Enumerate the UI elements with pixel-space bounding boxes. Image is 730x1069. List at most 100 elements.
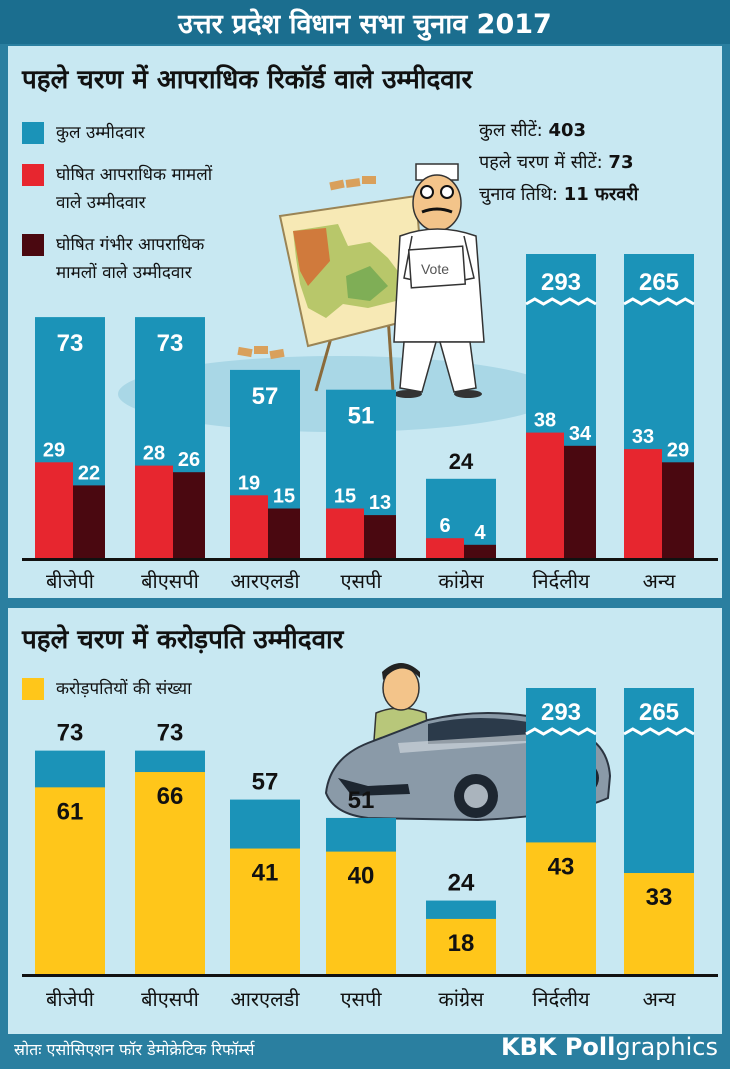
category-label-1: बीएसपी <box>141 570 200 593</box>
label-total2-5: 293 <box>541 699 581 726</box>
label-total2-2: 57 <box>252 769 279 796</box>
label-criminal-6: 33 <box>632 426 654 448</box>
label-total-0: 73 <box>57 330 84 357</box>
label-total-6: 265 <box>639 269 679 296</box>
bar-criminal-2 <box>230 495 268 558</box>
bar-serious-1 <box>173 472 205 558</box>
bar-crorepati-0 <box>35 787 105 974</box>
label-crorepati-5: 43 <box>548 853 575 880</box>
axis-break-5 <box>525 297 597 306</box>
bar-crorepati-2 <box>230 848 300 974</box>
label-crorepati-1: 66 <box>157 783 184 810</box>
axis-break2-6 <box>623 727 695 736</box>
chart2-baseline <box>22 974 718 977</box>
criminal-panel-title: पहले चरण में आपराधिक रिकॉर्ड वाले उम्मीद… <box>22 65 473 95</box>
chart1-baseline <box>22 558 718 561</box>
axis-break-6 <box>623 297 695 306</box>
category-label-3: एसपी <box>340 570 382 593</box>
bar-serious-0 <box>73 485 105 558</box>
legend-label-criminal-2: वाले उम्मीदवार <box>56 193 146 213</box>
category-label-4: कांग्रेस <box>438 570 484 593</box>
label-crorepati-4: 18 <box>448 930 475 957</box>
ballot-text: Vote <box>421 261 449 277</box>
bar-crorepati-4 <box>426 918 496 974</box>
crorepati-panel-title: पहले चरण में करोड़पति उम्मीदवार <box>22 625 344 655</box>
title-band <box>0 0 730 44</box>
category-label2-3: एसपी <box>340 988 382 1011</box>
label-crorepati-6: 33 <box>646 884 673 911</box>
category-label-2: आरएलडी <box>230 570 300 593</box>
bar-criminal-6 <box>624 449 662 558</box>
legend-swatch-serious <box>22 234 44 256</box>
bar-serious-3 <box>364 515 396 558</box>
label-total-1: 73 <box>157 330 184 357</box>
label-crorepati-3: 40 <box>348 863 375 890</box>
label-criminal-2: 19 <box>238 472 260 494</box>
label-serious-1: 26 <box>178 449 200 471</box>
page-title: उत्तर प्रदेश विधान सभा चुनाव 2017 <box>178 9 552 40</box>
bar-criminal-0 <box>35 462 73 558</box>
bar-criminal-5 <box>526 432 564 558</box>
source-note: स्रोतः एसोसिएशन फॉर डेमोक्रेटिक रिफॉर्म्… <box>14 1040 255 1059</box>
category-label-0: बीजेपी <box>46 570 95 593</box>
legend-swatch-total <box>22 122 44 144</box>
crorepati-panel: पहले चरण में करोड़पति उम्मीदवार करोड़पति… <box>8 608 722 1034</box>
label-serious-3: 13 <box>369 492 391 514</box>
bar-serious-6 <box>662 462 694 558</box>
info-phase-seats: पहले चरण में सीटें: 73 <box>479 152 634 173</box>
bar-serious-2 <box>268 508 300 558</box>
criminal-bar-chart: 73 29 22 बीजेपी 73 28 26 बीएसपी 57 19 15 आरएलडी 51 15… <box>35 254 695 593</box>
label-serious-4: 4 <box>474 522 486 544</box>
label-serious-6: 29 <box>667 439 689 461</box>
label-total-3: 51 <box>348 403 375 430</box>
bar-crorepati-6 <box>624 873 694 974</box>
legend-label-crorepati: करोड़पतियों की संख्या <box>56 679 192 699</box>
label-total2-4: 24 <box>448 870 475 897</box>
label-total-5: 293 <box>541 269 581 296</box>
label-total2-0: 73 <box>57 720 84 747</box>
label-total-4: 24 <box>449 449 474 474</box>
criminal-record-panel: पहले चरण में आपराधिक रिकॉर्ड वाले उम्मीद… <box>8 46 722 598</box>
bar-serious-5 <box>564 445 596 558</box>
legend-label-serious-2: मामलों वाले उम्मीदवार <box>56 263 192 283</box>
label-total2-6: 265 <box>639 699 679 726</box>
bar-crorepati-3 <box>326 851 396 974</box>
brand-credit: KBK Pollgraphics <box>501 1033 718 1061</box>
category-label-5: निर्दलीय <box>532 570 590 593</box>
legend-label-serious-1: घोषित गंभीर आपराधिक <box>56 235 205 255</box>
legend-label-total: कुल उम्मीदवार <box>56 123 145 143</box>
category-label-6: अन्य <box>643 571 676 593</box>
info-total-seats: कुल सीटें: 403 <box>479 120 587 141</box>
bar-crorepati-5 <box>526 842 596 974</box>
category-label2-5: निर्दलीय <box>532 988 590 1011</box>
label-total-2: 57 <box>252 383 279 410</box>
category-label2-2: आरएलडी <box>230 988 300 1011</box>
category-label2-1: बीएसपी <box>141 988 200 1011</box>
bar-criminal-4 <box>426 538 464 558</box>
category-label2-4: कांग्रेस <box>438 988 484 1011</box>
category-label2-0: बीजेपी <box>46 988 95 1011</box>
crorepati-bar-chart: 73 61 बीजेपी 73 66 बीएसपी 57 41 आरएलडी 51 40 एसपी 24… <box>35 688 695 1011</box>
label-total2-1: 73 <box>157 720 184 747</box>
category-label2-6: अन्य <box>643 989 676 1011</box>
label-criminal-4: 6 <box>439 515 450 537</box>
legend-swatch-crorepati <box>22 678 44 700</box>
label-total2-3: 51 <box>348 787 375 814</box>
label-criminal-5: 38 <box>534 410 556 432</box>
label-crorepati-0: 61 <box>57 798 84 825</box>
bar-criminal-3 <box>326 508 364 558</box>
legend-label-criminal-1: घोषित आपराधिक मामलों <box>56 165 213 185</box>
label-serious-0: 22 <box>78 462 100 484</box>
label-criminal-0: 29 <box>43 439 65 461</box>
label-serious-2: 15 <box>273 486 295 508</box>
label-serious-5: 34 <box>569 423 592 445</box>
label-criminal-1: 28 <box>143 443 165 465</box>
bar-criminal-1 <box>135 465 173 558</box>
bar-serious-4 <box>464 544 496 558</box>
politician-figure: Vote <box>393 163 485 398</box>
bar-crorepati-1 <box>135 772 205 974</box>
label-criminal-3: 15 <box>334 486 356 508</box>
info-election-date: चुनाव तिथि: 11 फरवरी <box>479 184 639 205</box>
label-crorepati-2: 41 <box>252 860 279 887</box>
